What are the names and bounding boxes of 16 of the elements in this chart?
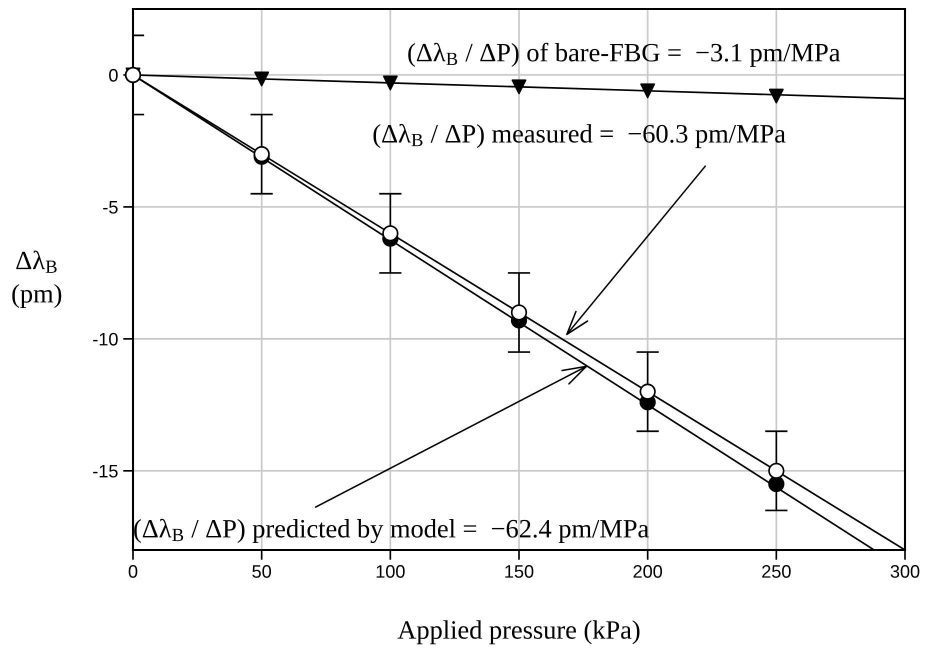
x-tick-label: 150 <box>505 565 534 578</box>
x-tick-label: 100 <box>376 565 405 578</box>
y-axis-title: Δλ$_{B}$ (pm) <box>12 250 62 308</box>
x-tick-label: 0 <box>128 565 138 578</box>
x-axis-title: Applied pressure (kPa) <box>398 620 640 644</box>
y-tick-label: -10 <box>93 332 118 346</box>
annotation: (Δλ$_{B}$ / ΔP) measured = −60.3 pm/MPa <box>373 124 786 148</box>
x-tick-label: 50 <box>252 565 272 578</box>
y-tick-label: -15 <box>93 464 118 478</box>
x-tick-label: 200 <box>634 565 662 578</box>
x-tick-label: 250 <box>762 565 791 578</box>
y-tick-label: 0 <box>109 68 118 82</box>
annotation: (Δλ$_{B}$ / ΔP) predicted by model = −62.4 pm/MPa <box>134 518 649 544</box>
y-tick-label: -5 <box>103 201 118 214</box>
x-tick-label: 300 <box>890 565 920 578</box>
annotation: (Δλ$_{B}$ / ΔP) of bare-FBG = −3.1 pm/MPa <box>408 42 840 67</box>
